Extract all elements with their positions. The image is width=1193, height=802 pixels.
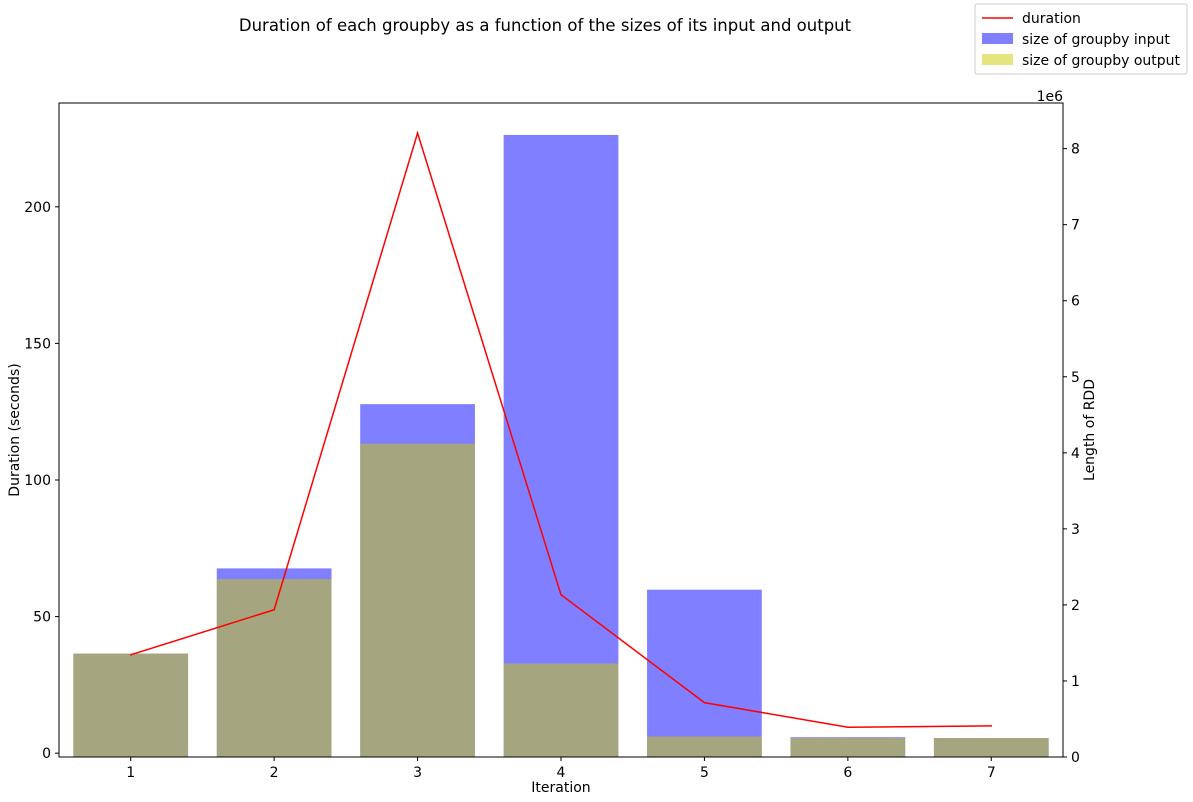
left-y-tick-label: 0: [42, 746, 51, 762]
right-y-tick-label: 3: [1071, 522, 1080, 538]
bar-groupby-output: [216, 579, 332, 757]
x-tick-label: 5: [700, 765, 709, 781]
bar-groupby-output: [790, 737, 906, 757]
right-y-tick-label: 6: [1071, 294, 1080, 310]
right-y-tick-label: 5: [1071, 370, 1080, 386]
chart-title: Duration of each groupby as a function o…: [239, 16, 852, 35]
left-y-axis: 0 50 100 150 200: [24, 200, 59, 762]
legend-swatch-groupby-output: [982, 54, 1013, 65]
left-y-tick-label: 50: [33, 610, 51, 626]
legend: duration size of groupby input size of g…: [974, 3, 1188, 75]
duration-point: [273, 608, 275, 611]
right-y-tick-label: 7: [1071, 218, 1080, 234]
right-y-tick-label: 1: [1071, 674, 1080, 690]
x-tick-label: 2: [270, 765, 279, 781]
legend-label-groupby-output: size of groupby output: [1022, 53, 1181, 69]
x-axis: 1 2 3 4 5 6 7: [126, 757, 996, 781]
left-y-tick-label: 200: [24, 200, 51, 216]
right-y-axis: 0 1 2 3 4 5 6 7 8: [1063, 142, 1080, 766]
right-y-axis-title: Length of RDD: [1082, 379, 1098, 481]
duration-point: [703, 701, 706, 704]
legend-label-duration: duration: [1022, 11, 1081, 27]
duration-point: [129, 654, 132, 656]
right-y-tick-label: 4: [1071, 446, 1080, 462]
duration-point: [990, 725, 993, 727]
duration-line-group: [129, 130, 993, 729]
x-tick-label: 1: [126, 765, 135, 781]
duration-point: [560, 593, 562, 596]
x-axis-title: Iteration: [531, 780, 590, 796]
duration-point: [847, 726, 849, 729]
legend-frame: [974, 3, 1188, 75]
left-y-axis-title: Duration (seconds): [7, 363, 23, 496]
x-tick-label: 4: [557, 765, 566, 781]
bar-groupby-output: [360, 443, 475, 757]
right-y-tick-label: 0: [1071, 750, 1080, 766]
bar-groupby-output: [647, 736, 762, 757]
right-y-tick-label: 2: [1071, 598, 1080, 614]
right-y-tick-label: 8: [1071, 142, 1080, 158]
bar-groupby-output: [73, 653, 189, 757]
x-tick-label: 3: [413, 765, 422, 781]
duration-point: [416, 132, 419, 134]
bar-groupby-input: [503, 134, 619, 758]
left-y-tick-label: 100: [24, 473, 51, 489]
x-tick-label: 6: [843, 765, 852, 781]
x-tick-label: 7: [987, 765, 996, 781]
bar-groupby-output: [933, 737, 1049, 757]
legend-swatch-groupby-input: [982, 33, 1013, 44]
right-axis-offset-label: 1e6: [1037, 89, 1064, 105]
bar-groupby-output: [503, 663, 619, 757]
legend-label-groupby-input: size of groupby input: [1022, 32, 1170, 48]
left-y-tick-label: 150: [24, 336, 51, 352]
output-bars: [73, 443, 1049, 757]
